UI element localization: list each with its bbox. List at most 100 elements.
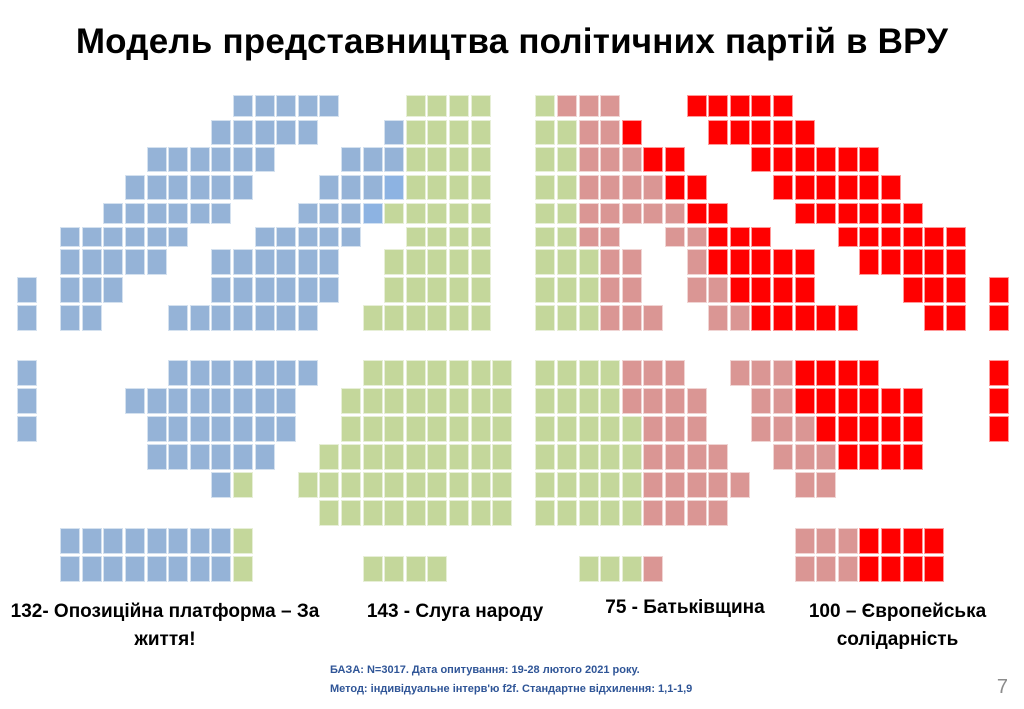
seat-sluha-narodu [384,249,405,275]
seat-batkivshchyna [686,388,707,414]
seat-sluha-narodu [427,305,448,331]
seat-sluha-narodu [492,416,513,442]
party-label-batkivshchyna: 75 - Батьківщина [605,597,765,618]
seat-es [859,175,880,200]
seat-sluha-narodu [405,416,426,442]
seat-sluha-narodu [405,120,426,145]
seat-sluha-narodu [449,147,469,172]
seat-opzzh [146,528,167,554]
seat-es [794,203,815,224]
seat-sluha-narodu [578,305,599,331]
seat-batkivshchyna [686,249,707,275]
seat-opzzh [103,528,124,554]
seat-es [708,227,729,247]
seat-batkivshchyna [600,249,621,275]
seat-batkivshchyna [643,203,664,224]
seat-batkivshchyna [794,528,815,554]
seat-sluha-narodu [341,472,361,498]
seat-sluha-narodu [405,360,426,386]
seat-es [881,249,901,275]
seat-sluha-narodu [384,388,405,414]
seat-batkivshchyna [686,500,707,526]
seat-sluha-narodu [233,472,253,498]
seat-es [751,120,772,145]
seat-es [924,249,945,275]
seat-opzzh [384,147,405,172]
seat-opzzh [233,360,253,386]
seat-opzzh [125,249,145,275]
seat-opzzh [211,444,232,470]
seat-sluha-narodu [449,416,469,442]
seat-sluha-narodu [470,388,491,414]
seat-sluha-narodu [384,416,405,442]
seat-opzzh [168,388,189,414]
seat-opzzh [211,305,232,331]
seat-batkivshchyna [837,556,858,582]
seat-sluha-narodu [578,556,599,582]
seat-opzzh [60,305,81,331]
seat-sluha-narodu [341,444,361,470]
seat-opzzh [384,120,405,145]
seat-sluha-narodu [427,175,448,200]
seat-sluha-narodu [578,388,599,414]
seat-sluha-narodu [449,120,469,145]
seat-opzzh [146,147,167,172]
seat-sluha-narodu [492,360,513,386]
seat-opzzh [125,388,145,414]
seat-batkivshchyna [665,360,685,386]
seat-es [794,388,815,414]
seat-sluha-narodu [362,556,383,582]
seat-es [837,360,858,386]
seat-opzzh [146,444,167,470]
seat-sluha-narodu [384,556,405,582]
seat-batkivshchyna [643,472,664,498]
seat-es [837,444,858,470]
seat-sluha-narodu [427,227,448,247]
seat-sluha-narodu [600,388,621,414]
seat-es [902,203,923,224]
seat-es [859,528,880,554]
seat-sluha-narodu [405,203,426,224]
seat-opzzh [60,249,81,275]
seat-es [773,249,793,275]
seat-batkivshchyna [773,388,793,414]
seat-sluha-narodu [492,472,513,498]
seat-batkivshchyna [621,388,642,414]
seat-opzzh [211,147,232,172]
seat-sluha-narodu [341,388,361,414]
seat-opzzh [168,556,189,582]
seat-sluha-narodu [578,277,599,303]
seat-opzzh [254,416,275,442]
seat-opzzh [125,227,145,247]
seat-batkivshchyna [665,203,685,224]
seat-batkivshchyna [837,528,858,554]
seat-sluha-narodu [470,175,491,200]
seat-sluha-narodu [557,388,577,414]
seat-sluha-narodu [557,277,577,303]
seat-es [902,528,923,554]
seat-opzzh [81,305,102,331]
seat-opzzh [168,444,189,470]
seat-sluha-narodu [405,305,426,331]
seat-batkivshchyna [621,147,642,172]
seat-batkivshchyna [600,227,621,247]
seat-es [902,388,923,414]
seat-sluha-narodu [449,388,469,414]
seat-opzzh [81,528,102,554]
seat-sluha-narodu [470,360,491,386]
seat-sluha-narodu [405,388,426,414]
seat-sluha-narodu [449,500,469,526]
seat-opzzh [189,528,210,554]
seat-opzzh [60,277,81,303]
seat-sluha-narodu [600,444,621,470]
seat-es [859,416,880,442]
seat-sluha-narodu [535,120,556,145]
seat-sluha-narodu [362,472,383,498]
seat-es [708,95,729,117]
party-label-opzzh: 132- Опозиційна платформа – За життя! [10,601,320,650]
seat-es [816,203,837,224]
seat-opzzh [276,416,297,442]
seat-sluha-narodu [405,175,426,200]
seat-opzzh [297,360,318,386]
seat-sluha-narodu [535,175,556,200]
